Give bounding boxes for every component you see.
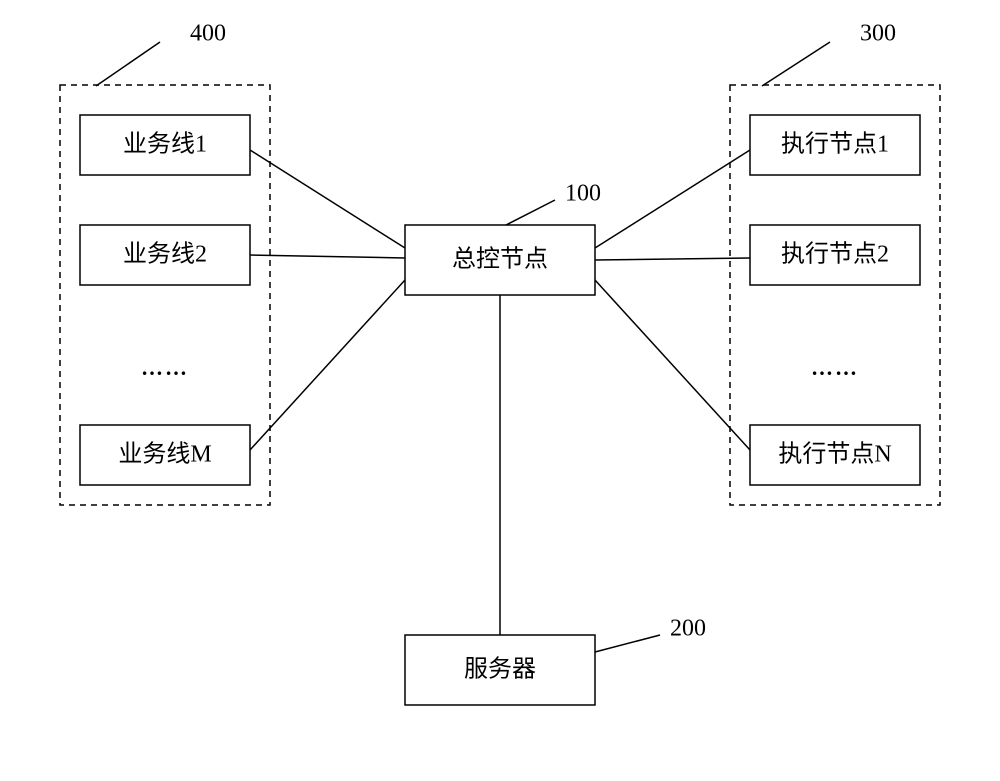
leader-400 bbox=[96, 42, 160, 86]
leader-100 bbox=[506, 200, 555, 225]
edge-bM-ctrl bbox=[250, 280, 405, 450]
edge-ctrl-e2 bbox=[595, 258, 750, 260]
edges bbox=[250, 150, 750, 635]
architecture-diagram: 业务线1 业务线2 业务线M 执行节点1 执行节点2 执行节点N 总控节点服务器 …… ……… bbox=[0, 0, 1000, 781]
ref-label-200: 200 bbox=[670, 616, 706, 642]
leader-200 bbox=[595, 635, 660, 652]
ref-label-400: 400 bbox=[190, 21, 226, 47]
edge-ctrl-eN bbox=[595, 280, 750, 450]
node-label-b1: 业务线1 bbox=[123, 131, 207, 158]
ref-label-100: 100 bbox=[565, 181, 601, 207]
node-label-b2: 业务线2 bbox=[123, 241, 207, 268]
node-label-bM: 业务线M bbox=[118, 441, 211, 468]
edge-b2-ctrl bbox=[250, 255, 405, 258]
node-label-e2: 执行节点2 bbox=[781, 241, 889, 268]
ref-label-300: 300 bbox=[860, 21, 896, 47]
ellipsis-left: …… bbox=[141, 355, 189, 380]
node-label-ctrl: 总控节点 bbox=[452, 246, 548, 273]
node-label-e1: 执行节点1 bbox=[781, 131, 889, 158]
edge-b1-ctrl bbox=[250, 150, 405, 248]
node-label-eN: 执行节点N bbox=[778, 441, 891, 468]
node-label-server: 服务器 bbox=[464, 656, 536, 683]
leader-300 bbox=[762, 42, 830, 86]
edge-ctrl-e1 bbox=[595, 150, 750, 248]
ellipsis-right: …… bbox=[811, 355, 859, 380]
